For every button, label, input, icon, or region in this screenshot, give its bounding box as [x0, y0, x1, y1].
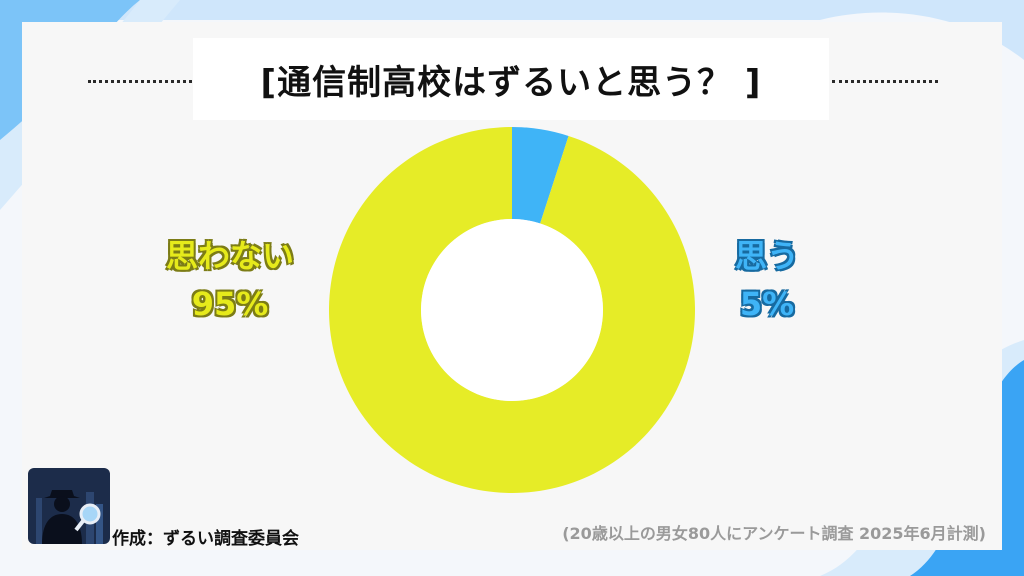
credit-text: 作成：ずるい調査委員会: [112, 529, 299, 549]
title-box: [通信制高校はずるいと思う？ ]: [193, 38, 829, 120]
slice-label-name: 思わない: [165, 237, 294, 275]
detective-logo: [28, 468, 110, 544]
slice-label-dont-think: 思わない 95%: [150, 232, 310, 328]
title-right-divider: [832, 80, 938, 83]
title-left-divider: [88, 80, 192, 83]
donut-slice-1: [328, 127, 695, 493]
source-note: (20歳以上の男女80人にアンケート調査 2025年6月計測): [562, 524, 986, 543]
donut-slice-0: [512, 127, 569, 224]
slice-label-value: 95%: [191, 285, 269, 323]
slice-label-think: 思う 5%: [712, 232, 822, 328]
chart-title: [通信制高校はずるいと思う？ ]: [260, 62, 762, 103]
slice-label-name: 思う: [734, 237, 799, 275]
slice-label-value: 5%: [739, 285, 795, 323]
donut-hole: [421, 219, 603, 401]
